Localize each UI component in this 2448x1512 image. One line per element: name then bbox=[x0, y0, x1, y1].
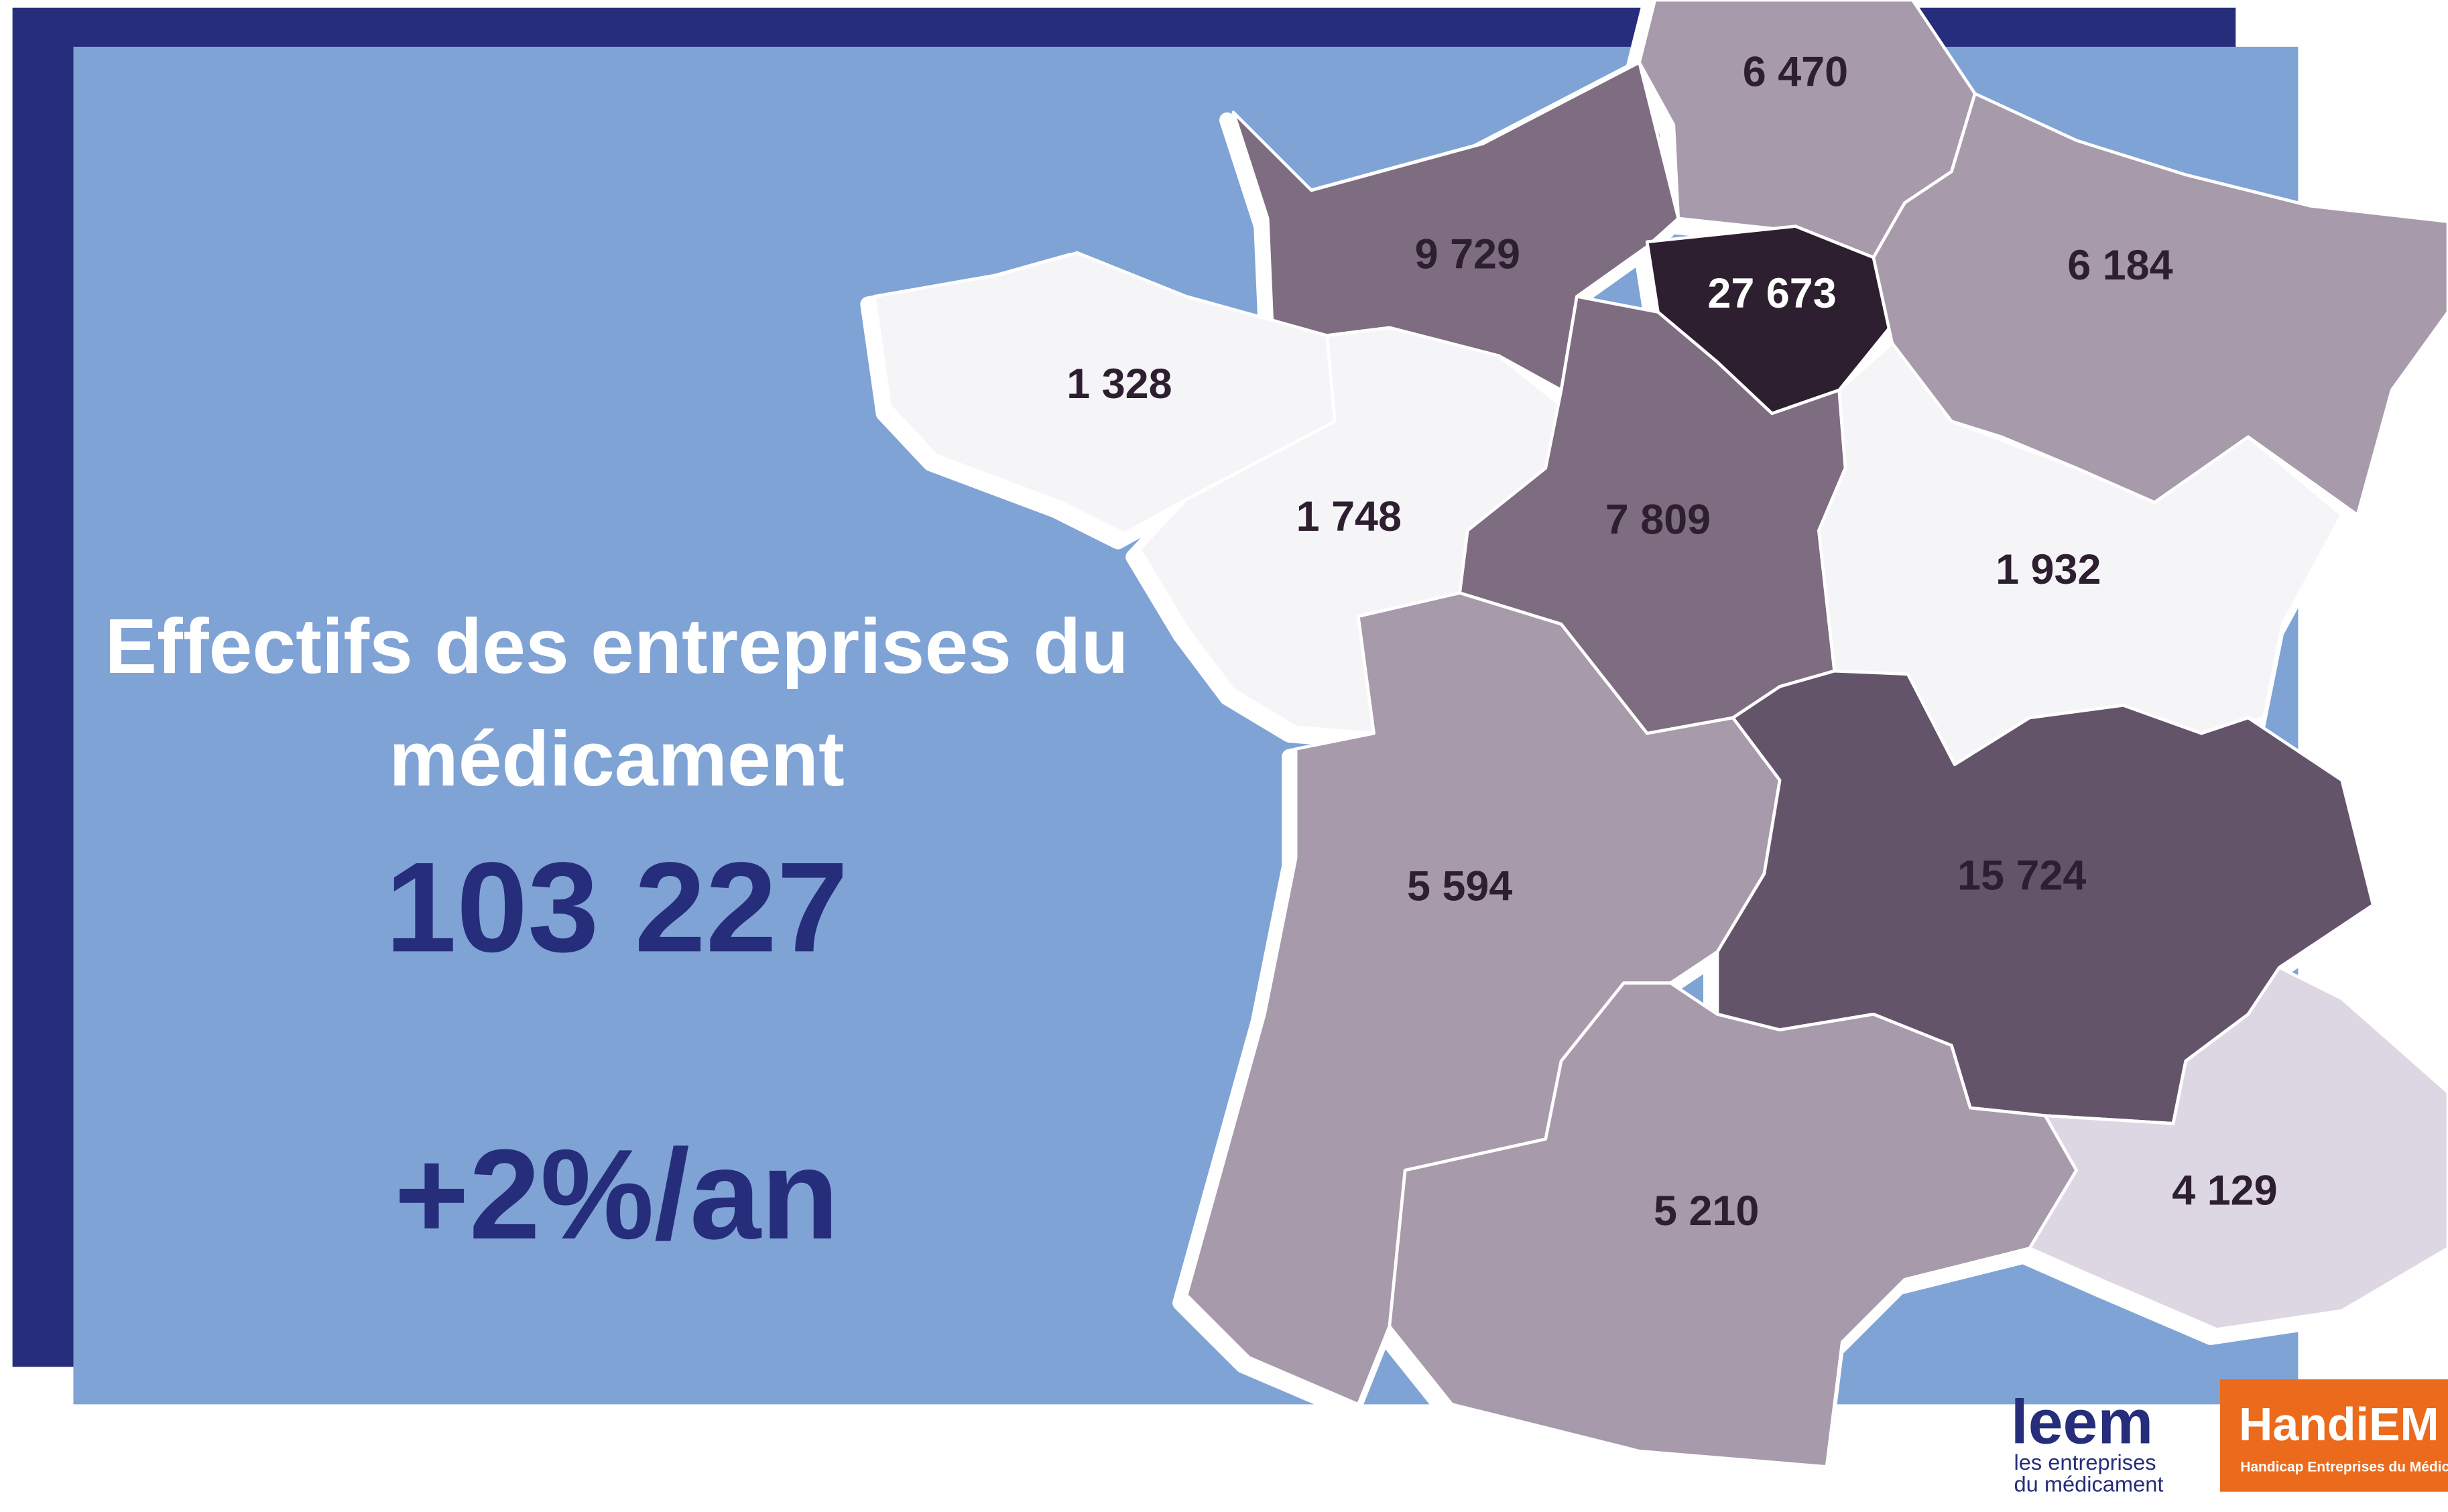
handiem-box bbox=[2219, 1379, 2448, 1492]
region-label: 1 932 bbox=[1996, 546, 2101, 593]
region-label: 15 724 bbox=[1957, 852, 2086, 899]
leem-tagline: du médicament bbox=[2014, 1472, 2164, 1497]
title-line: Effectifs des entreprises du bbox=[105, 603, 1128, 690]
region-label: 1 328 bbox=[1066, 361, 1172, 407]
leem-logo: leem bbox=[2011, 1387, 2153, 1457]
region-label: 7 809 bbox=[1605, 497, 1711, 544]
leem-tagline: les entreprises bbox=[2014, 1450, 2156, 1474]
map: 6 470 9 729 27 673 6 184 1 328 1 748 7 809 1 93… bbox=[860, 0, 2448, 1483]
handiem-logo: HandiEM bbox=[2239, 1398, 2439, 1450]
title-line: Effectifs des entreprises du médicament bbox=[105, 603, 1128, 802]
region-label: 5 594 bbox=[1407, 863, 1512, 910]
region bbox=[1388, 981, 2079, 1468]
growth: +2%/an bbox=[394, 1123, 839, 1266]
handiem-tagline: Handicap Entreprises du Médicament bbox=[2240, 1459, 2448, 1474]
region-label: 9 729 bbox=[1415, 231, 1520, 278]
region-label: 6 470 bbox=[1743, 48, 1848, 95]
total: 103 227 bbox=[385, 836, 848, 979]
title-line: médicament bbox=[389, 715, 845, 802]
region-label: 4 129 bbox=[2172, 1168, 2277, 1214]
region-label: 1 748 bbox=[1296, 493, 1402, 540]
region-label: 6 184 bbox=[2067, 242, 2172, 289]
region-label: 5 210 bbox=[1654, 1188, 1759, 1235]
region-label: 27 673 bbox=[1707, 270, 1836, 317]
